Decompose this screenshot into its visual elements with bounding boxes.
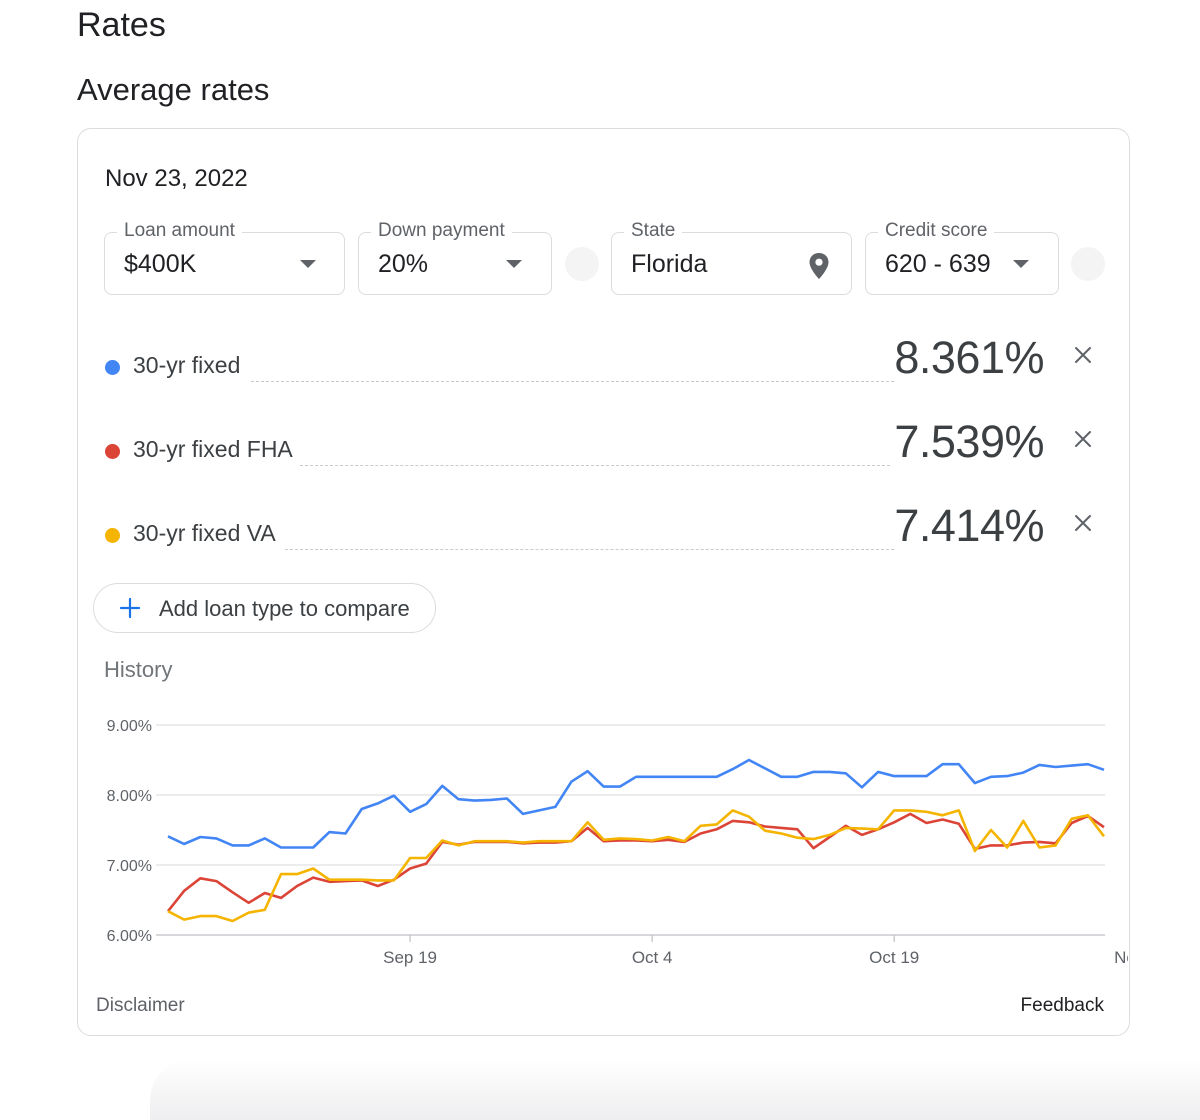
loan-amount-label: Loan amount: [117, 219, 242, 243]
plus-icon: [119, 597, 141, 619]
x-tick-label: Oct 4: [632, 948, 673, 967]
rate-value: 8.361%: [894, 332, 1044, 383]
section-title: Rates: [77, 6, 166, 44]
x-tick-label: Sep 19: [383, 948, 437, 967]
down-payment-value: 20%: [378, 250, 429, 278]
dashed-leader: [285, 549, 894, 550]
chevron-down-icon: [506, 260, 522, 268]
y-tick-label: 8.00%: [107, 788, 152, 805]
history-title: History: [104, 657, 173, 682]
rate-value: 7.539%: [894, 416, 1044, 467]
close-icon[interactable]: [1071, 427, 1095, 451]
rate-value: 7.414%: [894, 500, 1044, 551]
credit-score-value: 620 - 639: [885, 250, 991, 278]
rate-name: 30-yr fixed VA: [133, 520, 276, 546]
series-line-30-yr-fixed-fha: [166, 812, 1105, 913]
disclaimer-link[interactable]: Disclaimer: [96, 995, 185, 1016]
add-loan-type-button[interactable]: Add loan type to compare: [93, 583, 436, 633]
state-value: Florida: [631, 250, 708, 278]
location-pin-icon[interactable]: [807, 252, 831, 280]
y-tick-label: 7.00%: [107, 858, 152, 875]
rate-row-30yr-fixed-fha: 30-yr fixed FHA 7.539%: [78, 416, 1131, 482]
y-tick-label: 9.00%: [107, 718, 152, 735]
down-payment-label: Down payment: [371, 219, 512, 243]
close-icon[interactable]: [1071, 343, 1095, 367]
chevron-down-icon: [1013, 260, 1029, 268]
feedback-link[interactable]: Feedback: [1020, 995, 1104, 1016]
page-shadow: [150, 1060, 1200, 1120]
y-tick-label: 6.00%: [107, 928, 152, 945]
credit-score-select[interactable]: Credit score 620 - 639: [865, 219, 1059, 295]
series-color-dot: [105, 528, 120, 543]
close-icon[interactable]: [1071, 511, 1095, 535]
state-label: State: [624, 219, 683, 243]
history-chart[interactable]: 9.00% 8.00% 7.00% 6.00% Sep 19 Oct 4 Oct 19 Nov…: [78, 699, 1128, 979]
rate-name: 30-yr fixed: [133, 352, 241, 378]
loan-amount-select[interactable]: Loan amount $400K: [104, 219, 345, 295]
dashed-leader: [300, 465, 890, 466]
rate-name: 30-yr fixed FHA: [133, 436, 293, 462]
x-tick-label: Oct 19: [869, 948, 919, 967]
series-line-30-yr-fixed: [167, 758, 1105, 849]
series-line-30-yr-fixed-va: [167, 809, 1106, 923]
credit-score-label: Credit score: [878, 219, 995, 243]
series-color-dot: [105, 360, 120, 375]
rate-row-30yr-fixed: 30-yr fixed 8.361%: [78, 332, 1131, 398]
chevron-down-icon: [300, 260, 316, 268]
faded-icon: [1071, 247, 1105, 281]
rates-card: Nov 23, 2022 Loan amount $400K Down paym…: [77, 128, 1130, 1036]
dashed-leader: [251, 381, 894, 382]
add-loan-type-label: Add loan type to compare: [159, 596, 410, 621]
down-payment-select[interactable]: Down payment 20%: [358, 219, 552, 295]
state-input[interactable]: State Florida: [611, 219, 852, 295]
faded-icon: [565, 247, 599, 281]
average-rates-heading: Average rates: [77, 72, 270, 107]
rates-date: Nov 23, 2022: [105, 165, 248, 192]
x-tick-label: Nov 3: [1114, 948, 1128, 967]
rate-row-30yr-fixed-va: 30-yr fixed VA 7.414%: [78, 500, 1131, 566]
series-color-dot: [105, 444, 120, 459]
loan-amount-value: $400K: [124, 250, 197, 278]
